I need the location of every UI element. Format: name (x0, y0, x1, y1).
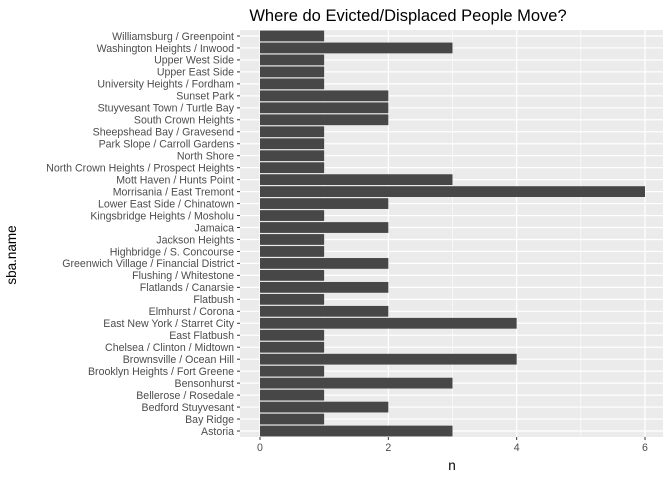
bar (260, 138, 325, 150)
bar (260, 90, 389, 102)
category-label: Jamaica (195, 222, 235, 234)
bar (260, 198, 389, 209)
category-label: Bay Ridge (185, 414, 234, 426)
category-label: Jackson Heights (156, 234, 234, 246)
category-label: Kingsbridge Heights / Mosholu (90, 210, 234, 222)
category-label: Brownsville / Ocean Hill (123, 354, 234, 366)
category-label: Flatlands / Canarsie (140, 282, 234, 294)
bar (260, 54, 325, 66)
x-tick-label: 6 (642, 442, 648, 454)
bar (260, 174, 453, 186)
category-label: South Crown Heights (134, 115, 234, 127)
y-ticks (237, 35, 240, 432)
category-label: Bellerose / Rosedale (136, 390, 234, 402)
category-label: Elmhurst / Corona (149, 306, 234, 318)
bar (260, 401, 389, 413)
bar (260, 126, 325, 138)
x-tick-label: 0 (257, 442, 263, 454)
category-label: Sunset Park (176, 91, 234, 103)
category-label: Chelsea / Clinton / Midtown (105, 342, 234, 354)
bar (260, 317, 517, 329)
category-label: Sheepshead Bay / Gravesend (93, 127, 234, 139)
bar (260, 42, 453, 54)
category-label: University Heights / Fordham (97, 79, 234, 91)
x-ticks (259, 437, 646, 440)
category-label: Morrisania / East Tremont (113, 186, 234, 198)
category-label: East Flatbush (169, 330, 234, 342)
bars (260, 30, 645, 437)
bar (260, 281, 389, 293)
bar (260, 377, 453, 389)
category-label: Flushing / Whitestone (132, 270, 234, 282)
category-label: Greenwich Village / Financial District (62, 258, 234, 270)
x-tick-label: 2 (385, 442, 391, 454)
bar (260, 162, 325, 174)
bar (260, 293, 325, 305)
bar (260, 270, 325, 281)
bar (260, 78, 325, 90)
x-axis-title: n (448, 458, 456, 473)
category-label: Bedford Stuyvesant (142, 402, 235, 414)
category-label: Upper East Side (157, 67, 234, 79)
bar (260, 413, 325, 425)
bar (260, 329, 325, 341)
bar (260, 30, 325, 42)
bar (260, 305, 389, 317)
y-axis-title: sba.name (4, 225, 19, 284)
category-label: Bensonhurst (175, 378, 235, 390)
category-label: Flatbush (193, 294, 234, 306)
category-label: Lower East Side / Chinatown (98, 198, 234, 210)
category-label: Brooklyn Heights / Fort Greene (88, 366, 234, 378)
bar (260, 234, 325, 245)
bar (260, 66, 325, 78)
category-label: Stuyvesant Town / Turtle Bay (98, 103, 235, 115)
bar (260, 246, 325, 257)
category-label: Astoria (201, 426, 234, 438)
bar (260, 114, 389, 126)
bar (260, 186, 645, 197)
category-label: Highbridge / S. Concourse (110, 246, 234, 258)
x-tick-label: 4 (514, 442, 520, 454)
category-label: Park Slope / Carroll Gardens (99, 139, 234, 151)
category-label: North Crown Heights / Prospect Heights (46, 162, 234, 174)
chart-title: Where do Evicted/Displaced People Move? (249, 7, 566, 25)
category-label: Upper West Side (154, 55, 234, 67)
bar (260, 389, 325, 401)
bar (260, 102, 389, 114)
category-label: Williamsburg / Greenpoint (112, 31, 234, 43)
category-label: Washington Heights / Inwood (97, 43, 235, 55)
category-label: Mott Haven / Hunts Point (116, 174, 234, 186)
bar (260, 353, 517, 365)
bar (260, 365, 325, 377)
category-label: North Shore (177, 150, 234, 162)
category-label: East New York / Starret City (103, 318, 234, 330)
bar (260, 222, 389, 233)
x-tick-labels: 0 2 4 6 (257, 442, 648, 454)
bar (260, 425, 453, 437)
bar (260, 210, 325, 221)
bar (260, 341, 325, 353)
bar (260, 150, 325, 162)
bar (260, 258, 389, 269)
